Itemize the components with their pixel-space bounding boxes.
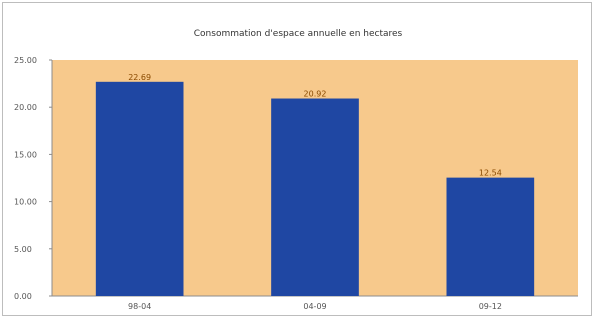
x-axis-labels: 98-04 04-09 09-12	[128, 302, 502, 311]
chart-title: Consommation d'espace annuelle en hectar…	[194, 29, 403, 39]
x-tick-label: 09-12	[479, 302, 502, 311]
bar	[446, 177, 535, 296]
value-label: 20.92	[304, 90, 327, 99]
y-tick-label: 20.00	[14, 103, 37, 112]
value-label: 12.54	[479, 169, 502, 178]
bars	[95, 81, 535, 296]
y-tick-label: 25.00	[14, 56, 37, 65]
y-tick-label: 0.00	[14, 292, 32, 301]
y-tick-label: 5.00	[14, 245, 32, 254]
value-labels: 22.69 20.92 12.54	[128, 73, 502, 178]
y-tick-label: 10.00	[14, 198, 37, 207]
value-label: 22.69	[128, 73, 151, 82]
bar	[271, 98, 359, 296]
y-tick-label: 15.00	[14, 150, 37, 159]
x-tick-label: 98-04	[128, 302, 151, 311]
x-tick-label: 04-09	[303, 302, 326, 311]
y-axis-ticks: 0.00 5.00 10.00 15.00 20.00 25.00	[14, 56, 52, 301]
bar	[95, 81, 184, 296]
